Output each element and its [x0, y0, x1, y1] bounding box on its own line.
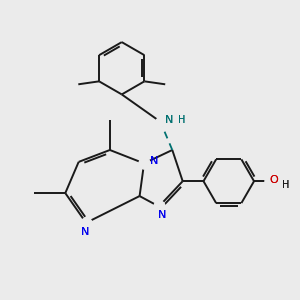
Text: N: N	[149, 156, 158, 166]
Text: H: H	[178, 115, 185, 125]
Text: N: N	[80, 227, 89, 237]
Text: N: N	[158, 210, 166, 220]
Text: N: N	[80, 227, 89, 237]
Text: N: N	[149, 156, 158, 166]
Text: H: H	[178, 115, 185, 125]
Text: H: H	[282, 180, 289, 190]
Text: N: N	[165, 115, 173, 125]
Text: O: O	[270, 175, 278, 185]
Text: N: N	[165, 115, 173, 125]
Text: N: N	[158, 210, 166, 220]
Text: H: H	[282, 180, 289, 190]
Text: O: O	[270, 175, 278, 185]
